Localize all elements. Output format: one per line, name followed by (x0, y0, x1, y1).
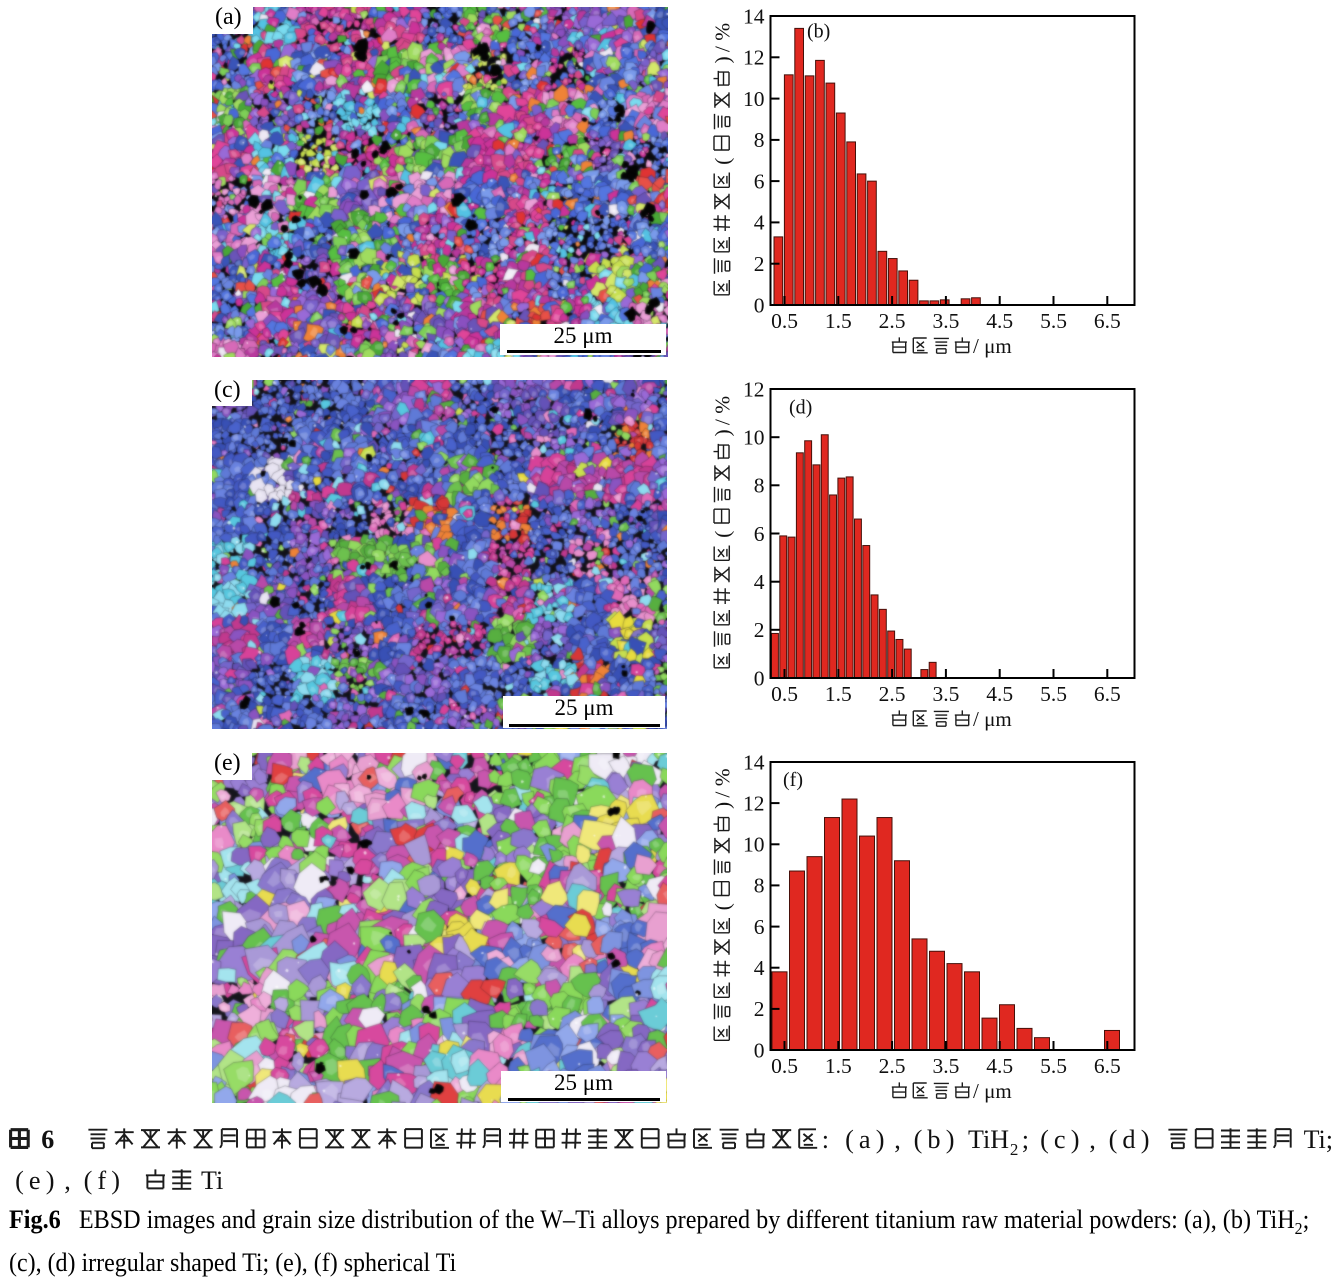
svg-text:(d): (d) (789, 397, 812, 419)
svg-text:4: 4 (754, 211, 765, 235)
svg-text:6.5: 6.5 (1094, 1054, 1121, 1078)
svg-text:0.5: 0.5 (771, 309, 798, 333)
svg-text:6.5: 6.5 (1094, 682, 1121, 706)
svg-text:c: c (1054, 1125, 1066, 1154)
svg-text:6: 6 (41, 1125, 54, 1154)
svg-text:b: b (927, 1125, 940, 1154)
svg-text:4: 4 (754, 956, 765, 980)
svg-text:1.5: 1.5 (825, 1054, 852, 1078)
svg-text:,: , (64, 1166, 71, 1195)
svg-text:/ μm: / μm (973, 707, 1012, 731)
svg-text:6.5: 6.5 (1094, 309, 1121, 333)
svg-text:14: 14 (743, 4, 765, 28)
svg-text:): ) (946, 1125, 955, 1154)
svg-text:): ) (46, 1166, 55, 1195)
svg-text:;: ; (1022, 1125, 1029, 1154)
svg-text:2.5: 2.5 (879, 1054, 906, 1078)
svg-text:5.5: 5.5 (1040, 682, 1067, 706)
svg-text:2.5: 2.5 (879, 682, 906, 706)
svg-text:4.5: 4.5 (986, 1054, 1013, 1078)
svg-text:14: 14 (743, 750, 765, 774)
svg-text:4: 4 (754, 570, 765, 594)
svg-text:2.5: 2.5 (879, 309, 906, 333)
svg-text:0.5: 0.5 (771, 1054, 798, 1078)
svg-text:a: a (859, 1125, 871, 1154)
svg-text:): ) (711, 56, 735, 63)
svg-text:Ti: Ti (1304, 1125, 1326, 1154)
svg-text:(: ( (15, 1166, 24, 1195)
svg-text:(: ( (1109, 1125, 1118, 1154)
svg-text:12: 12 (743, 46, 765, 70)
svg-text:/ %: / % (711, 23, 735, 52)
svg-text:,: , (1089, 1125, 1096, 1154)
svg-text:(b): (b) (807, 21, 830, 43)
svg-text:6: 6 (754, 915, 765, 939)
svg-text:2: 2 (754, 997, 765, 1021)
svg-text:): ) (111, 1166, 120, 1195)
svg-text:e: e (29, 1166, 41, 1195)
svg-text:10: 10 (743, 87, 765, 111)
svg-text:6: 6 (754, 169, 765, 193)
svg-text:): ) (1071, 1125, 1080, 1154)
svg-text:8: 8 (754, 874, 765, 898)
svg-text:(: ( (84, 1166, 93, 1195)
svg-text::: : (822, 1125, 829, 1154)
svg-text:8: 8 (754, 474, 765, 498)
svg-text:3.5: 3.5 (932, 1054, 959, 1078)
svg-text:1.5: 1.5 (825, 309, 852, 333)
svg-text:Ti: Ti (201, 1166, 223, 1195)
svg-text:d: d (1122, 1125, 1135, 1154)
svg-text:/ %: / % (711, 768, 735, 797)
svg-text:(: ( (914, 1125, 923, 1154)
svg-text:5.5: 5.5 (1040, 309, 1067, 333)
svg-text:/ μm: / μm (973, 1079, 1012, 1103)
svg-text:2: 2 (754, 252, 765, 276)
svg-text:4.5: 4.5 (986, 682, 1013, 706)
svg-text:3.5: 3.5 (932, 309, 959, 333)
svg-text:1.5: 1.5 (825, 682, 852, 706)
svg-text:/ %: / % (711, 396, 735, 425)
svg-text:(: ( (711, 903, 735, 910)
svg-text:): ) (711, 802, 735, 809)
svg-text:0.5: 0.5 (771, 682, 798, 706)
svg-text:;: ; (1326, 1125, 1333, 1154)
svg-text:(f): (f) (783, 769, 803, 791)
svg-text:(: ( (711, 158, 735, 165)
svg-text:12: 12 (743, 377, 765, 401)
svg-text:3.5: 3.5 (932, 682, 959, 706)
svg-text:(: ( (845, 1125, 854, 1154)
svg-text:): ) (711, 429, 735, 436)
svg-text:4.5: 4.5 (986, 309, 1013, 333)
svg-text:10: 10 (743, 833, 765, 857)
svg-text:0: 0 (754, 293, 765, 317)
svg-text:0: 0 (754, 1038, 765, 1062)
svg-text:,: , (894, 1125, 901, 1154)
svg-text:): ) (876, 1125, 885, 1154)
svg-text:TiH: TiH (968, 1125, 1009, 1154)
svg-text:): ) (1141, 1125, 1150, 1154)
svg-text:2: 2 (1010, 1140, 1019, 1159)
svg-text:(: ( (1040, 1125, 1049, 1154)
svg-text:8: 8 (754, 128, 765, 152)
svg-text:6: 6 (754, 522, 765, 546)
svg-text:f: f (97, 1166, 106, 1195)
svg-text:0: 0 (754, 666, 765, 690)
svg-text:/ μm: / μm (973, 334, 1012, 358)
svg-text:2: 2 (754, 618, 765, 642)
svg-text:5.5: 5.5 (1040, 1054, 1067, 1078)
svg-text:12: 12 (743, 791, 765, 815)
svg-text:(: ( (711, 531, 735, 538)
svg-text:10: 10 (743, 426, 765, 450)
